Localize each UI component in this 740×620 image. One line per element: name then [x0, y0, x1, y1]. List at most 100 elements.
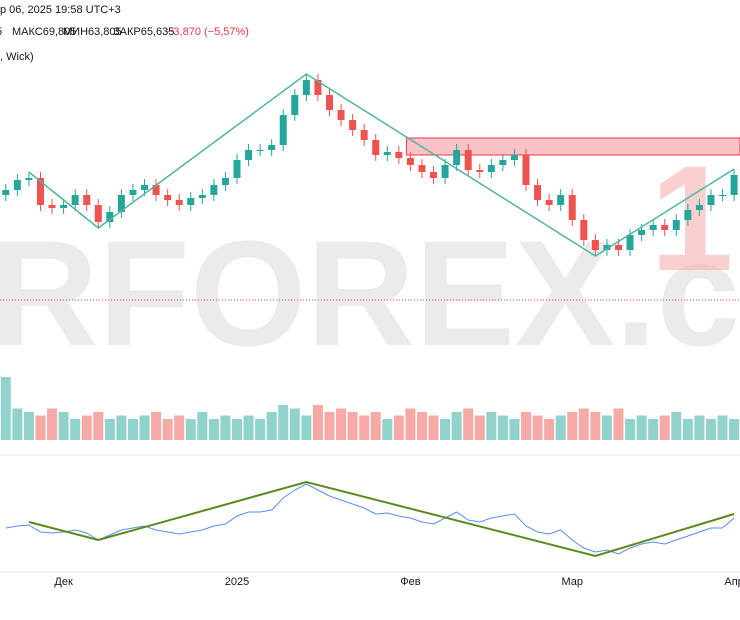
candle-body [13, 180, 21, 190]
volume-bar [440, 419, 451, 440]
volume-bar [729, 419, 740, 440]
volume-bar [671, 412, 682, 440]
ohlc-1: МАКС69,805 [12, 26, 76, 38]
volume-bar [116, 415, 127, 440]
candle-body [302, 80, 310, 95]
candle-body [325, 95, 333, 110]
candle-body [279, 115, 287, 145]
volume-bar [220, 415, 231, 440]
watermark-accent: 1 [650, 134, 733, 302]
candle-body [476, 170, 484, 172]
volume-bar [35, 415, 46, 440]
candle-body [510, 155, 518, 160]
x-tick-label: 2025 [225, 576, 249, 588]
candle-body [106, 212, 114, 222]
volume-bar [278, 405, 289, 440]
candle-body [187, 198, 195, 205]
candle-body [60, 205, 68, 208]
volume-bar [359, 415, 370, 440]
ohlc-4: −3,870 (−5,57%) [167, 26, 249, 38]
candle-body [314, 80, 322, 95]
candle-body [453, 150, 461, 165]
volume-bar [682, 419, 693, 440]
volume-bar [197, 412, 208, 440]
candle-body [534, 185, 542, 200]
zone [405, 137, 740, 156]
volume-bar [393, 415, 404, 440]
candle-body [441, 165, 449, 178]
volume-bar [58, 412, 69, 440]
zigzag [28, 73, 735, 257]
volume-bar [0, 377, 11, 440]
volume-bar [12, 408, 23, 440]
watermark: RFOREX.c [0, 209, 740, 377]
volume-bar [139, 415, 150, 440]
candle-body [464, 150, 472, 170]
volume-bar [232, 419, 242, 440]
volume-bar [451, 412, 462, 440]
candle-body [522, 155, 530, 185]
volume-bar [416, 412, 427, 440]
volume-bar [428, 415, 439, 440]
candle-body [245, 150, 253, 160]
volume-bar [382, 419, 393, 440]
volume-bar [243, 415, 254, 440]
candle-body [372, 140, 380, 155]
candle-body [707, 195, 715, 205]
candle-body [661, 225, 669, 230]
volume-bar [266, 412, 277, 440]
candle-body [395, 152, 403, 158]
candle-body [71, 195, 79, 205]
candle-body [83, 195, 91, 205]
volume-bar [370, 412, 381, 440]
x-tick-label: Фев [400, 576, 420, 588]
candle-body [719, 195, 727, 196]
volume-bar [648, 419, 659, 440]
volume-bar [521, 412, 531, 440]
volume-bar [405, 408, 416, 440]
volume-bar [578, 408, 589, 440]
candle-body [349, 120, 357, 130]
candle-body [684, 210, 692, 220]
candle-body [430, 172, 438, 178]
volume-bar [81, 415, 92, 440]
candle-body [614, 245, 622, 250]
volume-bar [659, 415, 670, 440]
header-date: р 06, 2025 19:58 UTC+3 [0, 4, 121, 16]
volume-bar [162, 419, 173, 440]
candle-body [25, 178, 33, 180]
volume-bar [474, 415, 485, 440]
volume-bar [509, 419, 520, 440]
volume-bar [70, 419, 81, 440]
candle-body [591, 240, 599, 250]
candle-body [487, 165, 495, 172]
volume-bar [590, 412, 601, 440]
volume-bar [694, 415, 705, 440]
volume-bar [347, 412, 358, 440]
volume-bar [486, 412, 497, 440]
x-tick-label: Дек [54, 576, 73, 588]
volume-bar [185, 419, 196, 440]
oscillator-zigzag [28, 480, 735, 558]
candle-body [198, 195, 206, 198]
ohlc-0: 5 [0, 26, 2, 38]
candle-body [291, 95, 299, 115]
candle-body [221, 178, 229, 185]
candle-body [117, 195, 125, 212]
ohlc-2: МИН63,805 [63, 26, 122, 38]
volume-bar [47, 408, 58, 440]
volume-bar [601, 415, 612, 440]
oscillator-line [5, 483, 735, 555]
candle-body [638, 230, 646, 235]
ohlc-3: ЗАКР65,635 [113, 26, 174, 38]
volume-bar [324, 412, 335, 440]
x-tick-label: Апр [724, 576, 740, 588]
volume-bar [705, 419, 716, 440]
candle-body [557, 195, 565, 205]
volume-bar [301, 415, 312, 440]
candle-body [545, 200, 553, 205]
candle-body [730, 175, 738, 195]
candle-body [383, 152, 391, 155]
